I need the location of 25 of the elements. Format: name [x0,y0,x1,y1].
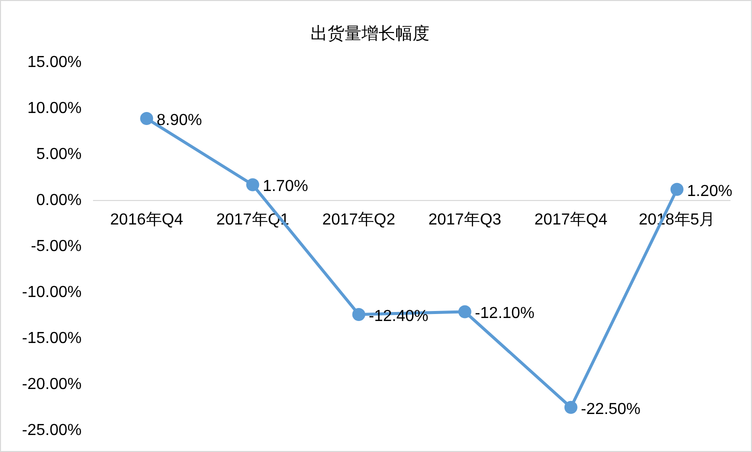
x-tick-label: 2017年Q3 [428,211,502,228]
data-label: 8.90% [156,112,202,129]
y-tick-label: 15.00% [27,54,82,71]
point [670,182,684,196]
x-tick-label: 2016年Q4 [110,211,184,228]
point [352,308,366,321]
data-label: 1.20% [686,182,732,200]
y-tick-label: -10.00% [22,284,82,301]
point [246,178,260,192]
point [564,400,578,414]
y-tick-label: 0.00% [36,192,82,209]
point [140,112,154,126]
data-label: 1.70% [262,178,308,196]
y-tick-label: -15.00% [22,330,82,347]
x-tick-label: 2017年Q2 [322,211,396,228]
y-tick-label: -25.00% [22,422,82,439]
y-tick-label: -5.00% [30,238,82,255]
point [458,305,472,318]
chart-title: 出货量增长幅度 [310,24,430,43]
y-tick-label: -20.00% [22,376,82,393]
data-label: -12.10% [474,305,534,322]
y-tick-label: 10.00% [27,100,82,117]
data-label: -22.50% [580,400,640,418]
y-tick-label: 5.00% [36,146,82,163]
x-tick-label: 2017年Q4 [534,211,608,228]
